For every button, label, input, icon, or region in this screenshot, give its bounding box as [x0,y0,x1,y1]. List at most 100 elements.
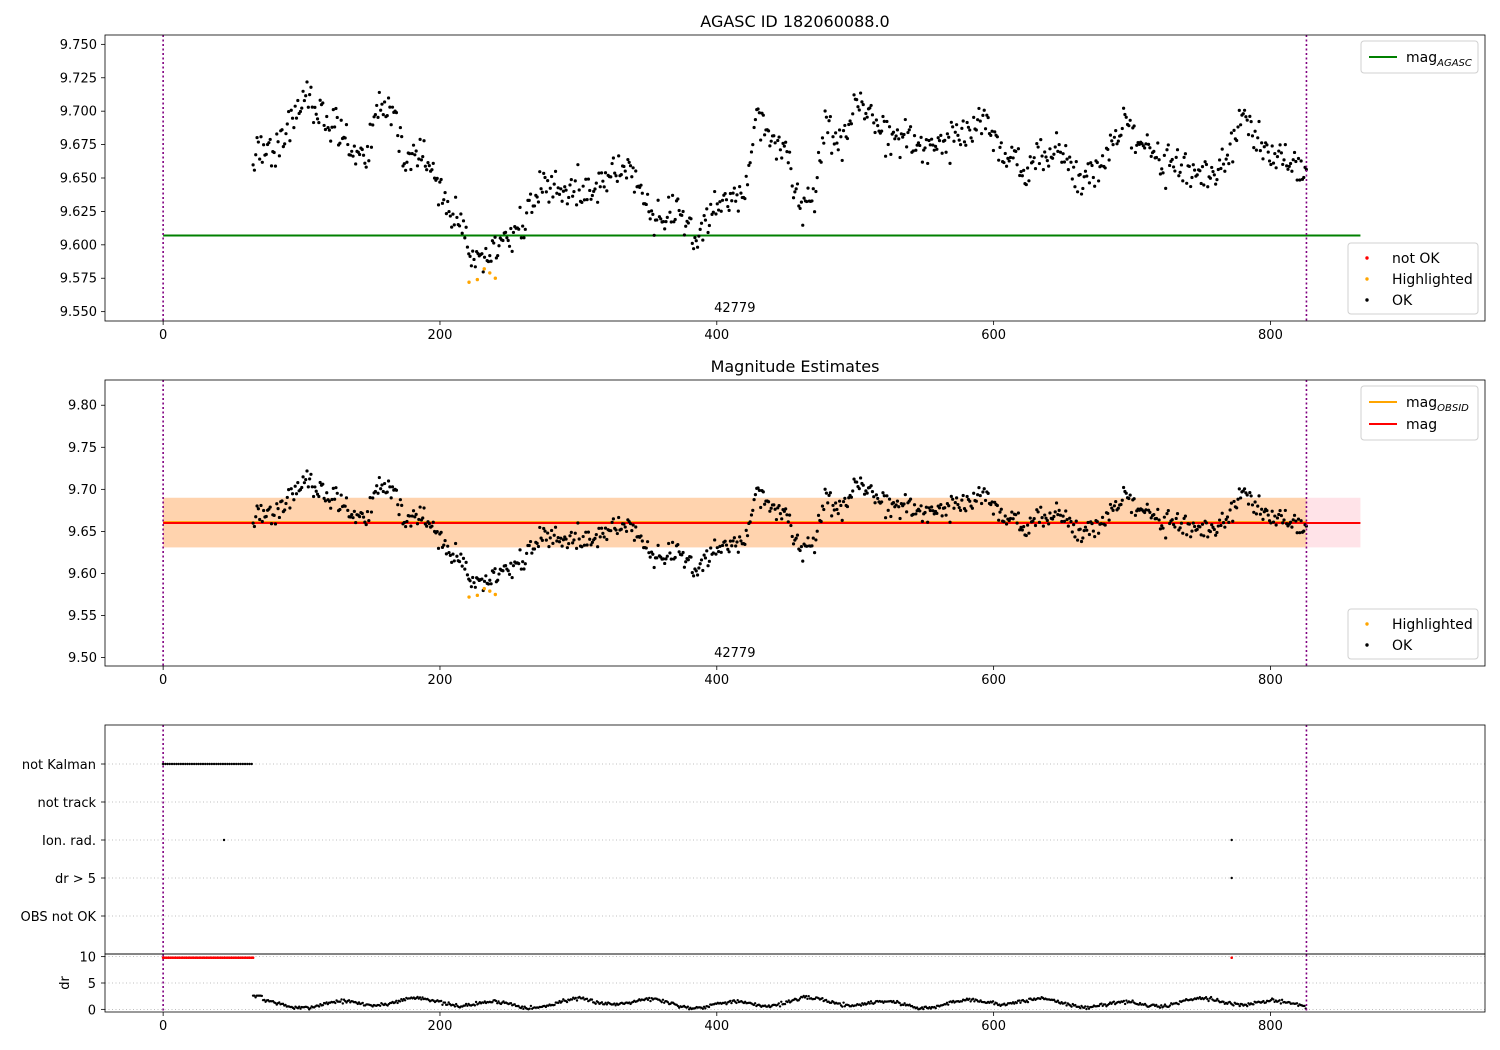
ok-point [519,236,523,240]
ok-point [711,551,715,555]
ok-point [1050,517,1055,521]
ok-point [1285,164,1289,168]
ok-point [720,543,725,548]
ok-point [404,168,408,172]
ok-point [782,144,786,148]
ok-point [365,144,370,149]
ok-point [306,485,310,489]
ok-point [920,160,925,164]
ok-point [1014,513,1018,517]
ok-point [610,520,614,524]
ok-point [597,526,601,530]
ok-point [1004,164,1009,168]
ok-point [640,539,644,543]
ok-point [527,198,531,202]
ok-point [677,550,681,554]
dr-point-ok [648,996,651,1000]
ok-point [713,189,717,194]
ok-point [580,545,584,549]
ok-point [661,557,665,561]
ok-point [258,157,262,161]
ok-point [865,115,869,119]
ok-point [843,123,847,128]
ok-point [1026,166,1030,170]
ok-point [664,557,668,561]
ok-point [333,497,337,501]
ok-point [798,206,802,211]
ok-point [1270,509,1274,513]
ok-point [580,200,584,204]
ok-point [1195,173,1199,177]
ok-point [965,120,969,125]
ok-point [259,135,263,139]
ok-point [827,493,831,497]
ok-point [723,539,727,543]
ok-point [525,551,529,555]
ok-point [510,575,514,580]
ok-point [465,245,470,249]
ok-point [598,535,602,539]
ok-point [386,479,391,483]
ok-point [680,213,684,217]
ok-point [734,199,738,203]
ok-point [1291,518,1295,522]
ok-point [1191,163,1195,167]
ok-point [772,503,776,507]
ok-point [354,520,358,525]
ok-point [1054,501,1059,505]
ok-point [993,130,997,134]
dr-point-ok [707,1005,711,1009]
ok-point [1112,504,1116,508]
ok-point [832,142,836,146]
dr-point-not-ok [176,956,179,959]
ok-point [1128,493,1132,497]
ok-point [669,220,673,224]
ok-point [744,528,748,532]
ok-point [576,521,580,525]
ok-point [677,208,681,213]
flag-point-not-kalman [188,762,191,766]
ok-point [480,252,484,256]
ok-point [486,582,491,586]
ok-point [1090,521,1094,526]
ok-point [923,146,927,150]
ok-point [361,515,366,519]
ok-point [1154,516,1159,521]
ok-point [935,511,939,515]
ok-point [681,550,685,555]
ok-point [368,495,372,500]
ok-point [960,126,964,130]
ok-point [356,150,360,154]
ok-point [701,238,705,242]
ok-point [769,506,773,510]
ok-point [617,515,621,520]
ok-point [887,125,892,129]
ok-point [379,108,383,112]
ok-point [869,484,873,488]
ok-point [648,217,652,221]
ok-point [481,270,485,274]
ok-point [256,140,260,144]
dr-point-ok [767,1004,771,1007]
ok-point [1248,114,1252,118]
ok-point [1202,183,1206,187]
ok-point [1253,129,1257,133]
dr-point-not-ok [217,956,221,959]
ok-point [440,201,445,205]
ok-point [1178,526,1182,530]
ok-point [268,505,272,509]
ok-point [768,509,772,513]
ok-point [885,119,889,124]
ok-point [822,141,826,145]
ok-point [415,164,420,168]
ok-point [876,496,880,501]
ok-point [1214,182,1218,186]
ok-point [648,555,652,559]
dr-point-ok [1162,1005,1165,1008]
ok-point [995,135,999,139]
ok-point [1048,511,1052,515]
ok-point [1123,112,1127,117]
ok-point [1061,514,1065,518]
dr-point-ok [297,1005,301,1008]
ok-point [443,538,447,543]
